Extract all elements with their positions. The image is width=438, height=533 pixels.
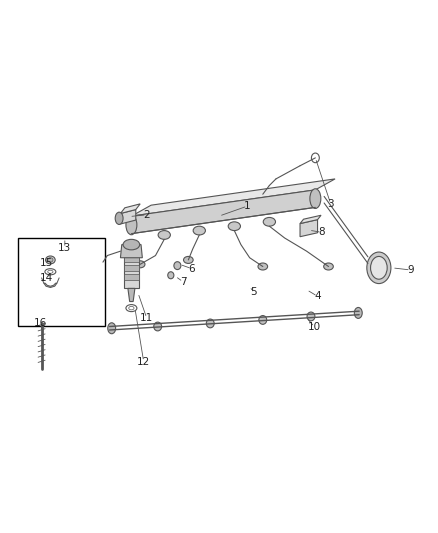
Ellipse shape: [354, 308, 362, 318]
Ellipse shape: [367, 252, 391, 284]
Polygon shape: [120, 245, 142, 258]
Ellipse shape: [324, 263, 333, 270]
Ellipse shape: [206, 319, 214, 328]
Polygon shape: [300, 220, 318, 237]
Polygon shape: [120, 204, 140, 214]
Ellipse shape: [263, 217, 276, 226]
Text: 5: 5: [250, 287, 257, 297]
Polygon shape: [124, 265, 139, 271]
Text: 6: 6: [188, 264, 195, 273]
Ellipse shape: [115, 212, 123, 224]
Ellipse shape: [184, 256, 193, 263]
Ellipse shape: [123, 239, 140, 250]
Ellipse shape: [228, 222, 240, 231]
Text: 4: 4: [314, 291, 321, 301]
Ellipse shape: [154, 322, 162, 331]
Polygon shape: [120, 209, 136, 224]
Polygon shape: [124, 258, 139, 288]
Ellipse shape: [258, 263, 268, 270]
Ellipse shape: [135, 261, 145, 268]
Ellipse shape: [48, 258, 53, 262]
Text: 9: 9: [407, 265, 414, 275]
Ellipse shape: [307, 312, 315, 321]
Polygon shape: [124, 274, 139, 280]
Ellipse shape: [108, 323, 116, 334]
Ellipse shape: [46, 256, 55, 264]
Ellipse shape: [158, 231, 170, 239]
Ellipse shape: [168, 272, 174, 279]
Ellipse shape: [174, 262, 181, 270]
Ellipse shape: [48, 270, 53, 273]
Ellipse shape: [259, 316, 267, 324]
Text: 15: 15: [40, 258, 53, 268]
Polygon shape: [128, 288, 135, 302]
Polygon shape: [124, 256, 139, 262]
Text: 12: 12: [137, 357, 150, 367]
Ellipse shape: [310, 189, 321, 208]
Text: 8: 8: [318, 228, 325, 237]
Bar: [18, 238, 105, 326]
Ellipse shape: [193, 226, 205, 235]
Text: 2: 2: [143, 210, 150, 220]
Text: 1: 1: [244, 201, 251, 211]
Ellipse shape: [126, 215, 137, 235]
Text: 7: 7: [180, 277, 187, 287]
Polygon shape: [131, 179, 335, 216]
Text: 13: 13: [58, 243, 71, 253]
Ellipse shape: [129, 306, 134, 310]
Text: 16: 16: [34, 318, 47, 328]
Ellipse shape: [371, 256, 387, 279]
Polygon shape: [44, 283, 57, 287]
Text: 14: 14: [40, 273, 53, 284]
Text: 3: 3: [327, 199, 334, 209]
Text: 10: 10: [308, 322, 321, 332]
Text: 11: 11: [140, 313, 153, 323]
Polygon shape: [131, 190, 315, 233]
Polygon shape: [300, 215, 321, 223]
